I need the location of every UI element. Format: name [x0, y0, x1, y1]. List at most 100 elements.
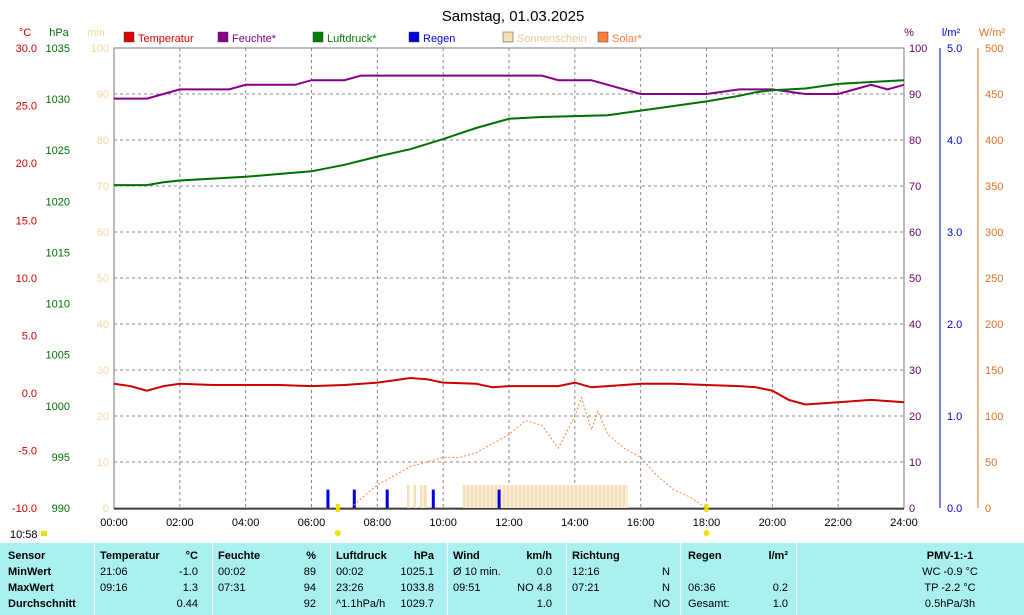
temperature-axis-tick: 20.0	[16, 158, 37, 170]
panel-cell-h_time: 00:02	[218, 566, 246, 578]
x-tick-label: 06:00	[298, 517, 326, 529]
humidity-axis-tick: 60	[909, 227, 921, 239]
legend-label: Temperatur	[138, 33, 194, 45]
pressure-axis-tick: 1015	[46, 247, 70, 259]
rain-axis-tick: 1.0	[947, 411, 962, 423]
pressure-axis-unit: hPa	[49, 27, 69, 39]
panel-divider	[212, 543, 213, 615]
panel-cell-c0: MaxWert	[8, 582, 54, 594]
x-tick-label: 10:00	[429, 517, 457, 529]
panel-cell-h_val: 92	[303, 598, 316, 610]
sunshine-axis-unit: min	[87, 27, 105, 39]
corner-time-label: 10:58	[10, 529, 38, 541]
x-tick-label: 04:00	[232, 517, 260, 529]
humidity-axis-tick: 30	[909, 365, 921, 377]
pressure-axis-tick: 1000	[46, 401, 70, 413]
temperature-axis-tick: 10.0	[16, 273, 37, 285]
panel-cell-d_time: 12:16	[572, 566, 600, 578]
panel-cell-x: 0.5hPa/3h	[924, 598, 976, 610]
time-marker	[704, 504, 709, 512]
temperature-axis-tick: -10.0	[12, 503, 37, 515]
rain-bar	[352, 489, 356, 508]
grid	[114, 48, 904, 508]
series-line	[114, 79, 905, 187]
sunshine-bar	[413, 485, 417, 508]
series-line	[113, 376, 905, 406]
sunshine-bar	[462, 485, 628, 508]
bars	[326, 485, 628, 508]
sunshine-axis-tick: 90	[97, 89, 109, 101]
rain-axis-tick: 2.0	[947, 319, 962, 331]
rain-bar	[431, 489, 435, 508]
rain-axis-tick: 3.0	[947, 227, 962, 239]
humidity-axis-tick: 80	[909, 135, 921, 147]
x-tick-label: 22:00	[824, 517, 852, 529]
corner-marker-icon	[41, 531, 47, 536]
pressure-axis-tick: 1005	[46, 350, 70, 362]
sunshine-axis-tick: 20	[97, 411, 109, 423]
solar-axis-tick: 100	[985, 411, 1003, 423]
panel-cell-p_time: Luftdruck	[336, 550, 387, 562]
panel-cell-w_val: 0.0	[536, 566, 552, 578]
panel-cell-t_time: 09:16	[100, 582, 128, 594]
solar-axis-tick: 450	[985, 89, 1003, 101]
pressure-axis-tick: 1010	[46, 299, 70, 311]
temperature-axis-tick: 0.0	[22, 388, 37, 400]
panel-cell-p_time: ^1.1hPa/h	[336, 598, 386, 610]
panel-cell-d_val: N	[662, 566, 670, 578]
legend-swatch	[408, 31, 420, 43]
solar-axis-tick: 500	[985, 43, 1003, 55]
humidity-axis-tick: 50	[909, 273, 921, 285]
pressure-axis-tick: 1030	[46, 94, 70, 106]
sunshine-axis-tick: 40	[97, 319, 109, 331]
panel-cell-x: TP -2.2 °C	[924, 582, 976, 594]
legend-label: Regen	[423, 33, 455, 45]
rain-axis-tick: 4.0	[947, 135, 962, 147]
x-tick-label: 20:00	[759, 517, 787, 529]
legend-swatch	[502, 31, 514, 43]
panel-divider	[680, 543, 681, 615]
panel-cell-d_val: NO	[653, 598, 671, 610]
x-tick-label: 00:00	[100, 517, 128, 529]
pressure-axis-tick: 995	[52, 452, 70, 464]
panel-cell-r_val: 1.0	[772, 598, 788, 610]
x-tick-label: 14:00	[561, 517, 589, 529]
legend-label: Feuchte*	[232, 33, 277, 45]
sunshine-axis-tick: 70	[97, 181, 109, 193]
panel-cell-p_val: 1029.7	[400, 598, 434, 610]
axes: 30.025.020.015.010.05.00.0-5.0-10.0°C103…	[12, 27, 1006, 529]
sunshine-axis-tick: 10	[97, 457, 109, 469]
sunset-marker-icon	[703, 530, 710, 536]
pressure-axis-tick: 990	[52, 503, 70, 515]
humidity-axis-tick: 40	[909, 319, 921, 331]
panel-cell-w_val: NO 4.8	[517, 582, 552, 594]
solar-axis-tick: 0	[985, 503, 991, 515]
legend-swatch	[312, 31, 324, 43]
weather-chart: Samstag, 01.03.2025 Temperatur Feuchte* Lu…	[10, 8, 1006, 541]
panel-cell-x: PMV-1:-1	[926, 550, 974, 562]
sunshine-axis-tick: 50	[97, 273, 109, 285]
panel-cell-p_val: 1033.8	[400, 582, 434, 594]
panel-divider	[566, 543, 567, 615]
sunshine-axis-tick: 100	[91, 43, 109, 55]
panel-cell-d_time: 07:21	[572, 582, 600, 594]
panel-cell-c0: MinWert	[8, 566, 52, 578]
series-line	[350, 396, 707, 509]
panel-cell-w_time: Wind	[453, 550, 480, 562]
rain-axis-unit: l/m²	[942, 27, 961, 39]
stats-panel: Sensor Temperatur °C Feuchte% Luftdruck hPa Wi…	[0, 543, 1024, 615]
panel-divider	[330, 543, 331, 615]
legend: Temperatur Feuchte* Luftdruck* Regen Sonnens…	[123, 31, 643, 45]
solar-axis-tick: 400	[985, 135, 1003, 147]
humidity-axis-tick: 10	[909, 457, 921, 469]
legend-swatch	[217, 31, 229, 43]
rain-axis-tick: 5.0	[947, 43, 962, 55]
panel-cell-t_val: 1.3	[182, 582, 198, 594]
temperature-axis-tick: 30.0	[16, 43, 37, 55]
sunrise-marker-icon	[334, 530, 341, 536]
humidity-axis-tick: 100	[909, 43, 927, 55]
panel-cell-x: WC -0.9 °C	[922, 566, 978, 578]
pressure-axis-tick: 1025	[46, 145, 70, 157]
legend-label: Solar*	[612, 33, 643, 45]
temperature-axis-tick: 15.0	[16, 216, 37, 228]
